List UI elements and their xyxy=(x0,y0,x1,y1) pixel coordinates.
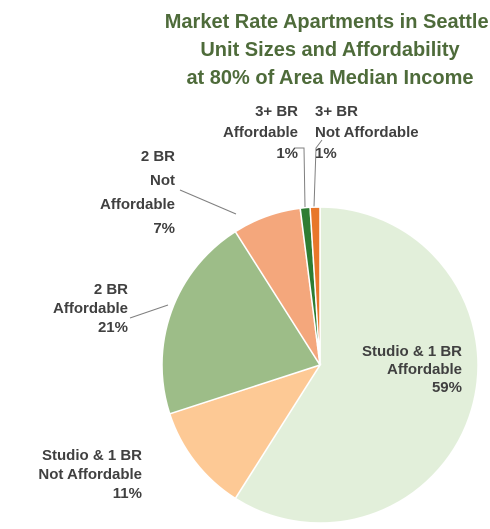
slice-label: Not Affordable xyxy=(38,466,142,483)
value-label: 1% xyxy=(276,145,298,162)
leader-line xyxy=(179,189,237,215)
slice-label: Affordable xyxy=(53,300,128,317)
value-label: 11% xyxy=(113,485,142,502)
pie-slice xyxy=(161,230,322,415)
pie-slice xyxy=(234,206,479,524)
slice-label: 2 BR xyxy=(94,281,128,298)
value-label: 1% xyxy=(315,145,337,162)
chart-title: at 80% of Area Median Income xyxy=(186,67,473,89)
slice-label: Not xyxy=(150,172,175,189)
slice-label: Affordable xyxy=(387,361,462,378)
leaders xyxy=(129,139,323,319)
slice-label: 3+ BR xyxy=(255,103,298,120)
value-label: 59% xyxy=(432,379,462,396)
value-label: 7% xyxy=(153,220,175,237)
chart-title: Unit Sizes and Affordability xyxy=(200,39,460,61)
slice-label: 3+ BR xyxy=(315,103,358,120)
slice-label: Affordable xyxy=(223,124,298,141)
slice-label: Affordable xyxy=(100,196,175,213)
leader-line xyxy=(129,304,169,319)
value-label: 21% xyxy=(98,319,128,336)
pie-slice xyxy=(309,206,321,366)
slice-label: 2 BR xyxy=(141,148,175,165)
slice-label: Studio & 1 BR xyxy=(362,343,462,360)
slice-label: Not Affordable xyxy=(315,124,419,141)
leader-line xyxy=(294,147,306,208)
chart-title: Market Rate Apartments in Seattle: xyxy=(165,11,490,33)
pie-slice xyxy=(168,363,322,500)
leader-line xyxy=(313,139,323,208)
slice-label: Studio & 1 BR xyxy=(42,447,142,464)
